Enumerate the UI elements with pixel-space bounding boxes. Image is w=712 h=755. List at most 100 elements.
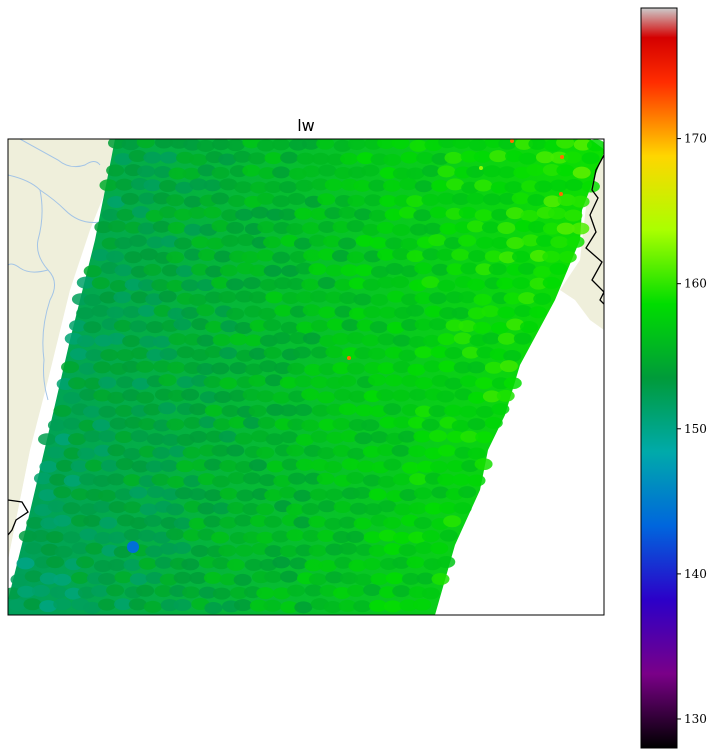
swath-footprint (174, 487, 193, 500)
swath-footprint (325, 543, 344, 556)
swath-footprint (173, 571, 192, 584)
swath-footprint (518, 262, 537, 275)
swath-footprint (308, 573, 327, 586)
swath-footprint (128, 234, 147, 247)
swath-footprint (535, 151, 554, 164)
swath-footprint (242, 416, 261, 429)
swath-footprint (452, 473, 471, 486)
swath-footprint (458, 320, 477, 333)
swath-footprint (69, 319, 88, 332)
swath-footprint (191, 318, 210, 331)
swath-footprint (301, 388, 320, 401)
swath-footprint (188, 488, 207, 501)
swath-footprint (391, 444, 410, 457)
swath-footprint (542, 276, 561, 289)
swath-footprint (79, 503, 98, 516)
swath-footprint (458, 291, 477, 304)
swath-footprint (423, 360, 442, 373)
swath-footprint (158, 402, 177, 415)
swath-footprint (219, 459, 238, 472)
swath-footprint (154, 139, 173, 149)
swath-footprint (514, 305, 533, 318)
swath-footprint (235, 544, 254, 557)
swath-footprint (139, 503, 158, 516)
swath-footprint (325, 291, 344, 304)
swath-footprint (475, 405, 494, 418)
swath-footprint (85, 349, 104, 362)
swath-footprint (47, 419, 66, 432)
swath-footprint (266, 460, 285, 473)
swath-footprint (301, 278, 320, 291)
swath-footprint (301, 139, 320, 150)
swath-footprint (393, 531, 412, 544)
swath-footprint (413, 209, 432, 222)
swath-footprint (556, 164, 575, 177)
swath-footprint (286, 503, 305, 516)
swath-footprint (212, 475, 231, 488)
swath-footprint (401, 293, 420, 306)
swath-footprint (53, 598, 72, 611)
swath-footprint (461, 346, 480, 359)
swath-footprint (279, 376, 298, 389)
swath-footprint (302, 529, 321, 542)
swath-footprint (256, 249, 275, 262)
swath-footprint (175, 181, 194, 194)
swath-footprint (265, 433, 284, 446)
swath-footprint (264, 545, 283, 558)
swath-footprint (99, 291, 118, 304)
swath-footprint (159, 206, 178, 219)
swath-footprint (71, 488, 90, 501)
swath-footprint (205, 265, 224, 278)
swath-footprint (199, 391, 218, 404)
swath-footprint (490, 181, 509, 194)
swath-footprint (221, 234, 240, 247)
swath-footprint (323, 235, 342, 248)
swath-footprint (293, 489, 312, 502)
swath-footprint (159, 348, 178, 361)
swath-footprint (318, 559, 337, 572)
swath-footprint (429, 206, 448, 219)
swath-footprint (78, 419, 97, 432)
swath-footprint (354, 432, 373, 445)
swath-footprint (392, 585, 411, 598)
swath-footprint (143, 263, 162, 276)
swath-footprint (443, 237, 462, 250)
swath-footprint (317, 529, 336, 542)
swath-footprint (361, 334, 380, 347)
swath-footprint (482, 165, 501, 178)
swath-footprint (386, 489, 405, 502)
swath-footprint (308, 263, 327, 276)
swath-footprint (473, 321, 492, 334)
swath-footprint (421, 418, 440, 431)
swath-footprint (399, 599, 418, 612)
swath-footprint (354, 347, 373, 360)
swath-footprint (566, 235, 585, 248)
swath-footprint (76, 307, 95, 320)
swath-footprint (310, 430, 329, 443)
swath-footprint (188, 293, 207, 306)
swath-footprint (296, 291, 315, 304)
swath-footprint (304, 559, 323, 572)
swath-footprint (460, 150, 479, 163)
swath-footprint (423, 558, 442, 571)
colorbar-tick-label: 140 (684, 567, 707, 581)
swath-footprint (128, 598, 147, 611)
swath-footprint (386, 321, 405, 334)
swath-footprint (325, 571, 344, 584)
colorbar-tick-label: 150 (684, 422, 707, 436)
swath-footprint (136, 584, 155, 597)
swath-footprint (445, 207, 464, 220)
swath-footprint (496, 389, 515, 402)
swath-footprint (475, 431, 494, 444)
swath-footprint (346, 220, 365, 233)
swath-footprint (160, 599, 179, 612)
swath-footprint (53, 486, 72, 499)
swath-footprint (407, 363, 426, 376)
swath-footprint (235, 290, 254, 303)
swath-footprint (295, 262, 314, 275)
swath-footprint (229, 362, 248, 375)
swath-footprint (107, 195, 126, 208)
swath-footprint (38, 433, 57, 446)
swath-footprint (258, 307, 277, 320)
